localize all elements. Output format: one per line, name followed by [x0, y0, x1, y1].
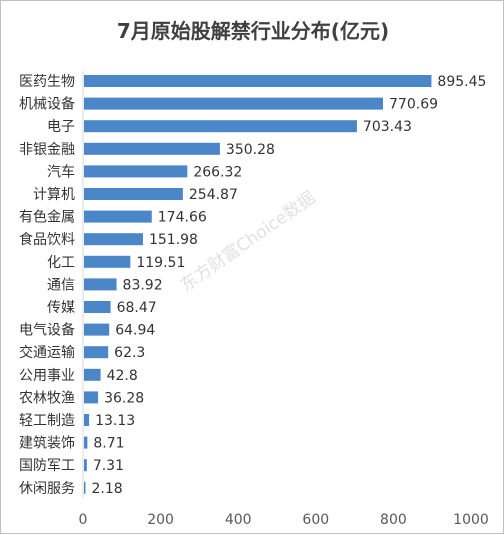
value-label: 2.18: [92, 481, 123, 497]
bar: [84, 481, 86, 494]
category-label: 电气设备: [19, 322, 75, 339]
category-label: 非银金融: [19, 142, 75, 158]
value-label: 119.51: [136, 255, 185, 271]
bar: [84, 120, 357, 133]
category-label: 汽车: [47, 163, 75, 180]
bar: [84, 188, 183, 200]
value-label: 350.28: [226, 142, 275, 158]
x-tick-label: 200: [147, 512, 174, 528]
bar: [84, 301, 111, 313]
category-label: 轻工制造: [19, 413, 75, 429]
category-label: 农林牧渔: [19, 390, 75, 406]
category-label: 传媒: [47, 300, 75, 316]
value-label: 266.32: [193, 164, 242, 180]
value-label: 254.87: [189, 187, 238, 203]
bar: [84, 278, 117, 291]
bar: [84, 414, 90, 426]
bar: [84, 436, 88, 449]
category-label: 计算机: [33, 187, 75, 203]
category-label: 交通运输: [19, 344, 75, 361]
bar: [84, 97, 384, 110]
value-label: 7.31: [93, 458, 124, 474]
category-label: 医药生物: [19, 74, 75, 90]
value-label: 83.92: [123, 277, 163, 293]
bar: [84, 346, 109, 359]
bar: [84, 255, 131, 268]
value-label: 62.3: [114, 345, 145, 361]
value-label: 8.71: [93, 436, 124, 452]
category-label: 有色金属: [19, 209, 75, 226]
watermark-text: 东方财富Choice数据: [177, 188, 319, 296]
value-label: 42.8: [107, 368, 138, 384]
value-label: 68.47: [117, 300, 157, 316]
category-label: 通信: [47, 277, 75, 293]
bar: [84, 142, 220, 155]
x-tick-label: 600: [302, 512, 329, 528]
value-label: 64.94: [115, 323, 155, 339]
x-tick-label: 1000: [453, 512, 489, 528]
bar: [84, 75, 432, 87]
value-label: 703.43: [363, 119, 412, 135]
x-tick-label: 800: [380, 512, 407, 528]
bar: [84, 391, 99, 404]
value-label: 770.69: [389, 97, 438, 113]
category-label: 电子: [47, 119, 75, 135]
category-label: 公用事业: [19, 368, 75, 384]
x-tick-label: 400: [225, 512, 252, 528]
bar: [84, 165, 188, 178]
category-label: 食品饮料: [19, 231, 75, 248]
category-label: 休闲服务: [19, 481, 75, 497]
bar: [84, 210, 152, 223]
category-label: 建筑装饰: [19, 436, 75, 452]
value-label: 13.13: [95, 413, 135, 429]
bar: [84, 233, 143, 246]
value-label: 174.66: [158, 210, 207, 226]
category-label: 化工: [47, 255, 75, 271]
x-tick-label: 0: [79, 512, 88, 528]
bar: [84, 323, 110, 336]
value-label: 895.45: [437, 74, 486, 90]
category-label: 机械设备: [19, 96, 75, 113]
value-label: 151.98: [149, 232, 198, 248]
chart-title: 7月原始股解禁行业分布(亿元): [116, 19, 390, 43]
bar: [84, 459, 87, 472]
bar: [84, 368, 101, 381]
value-label: 36.28: [104, 390, 144, 406]
category-label: 国防军工: [19, 458, 75, 474]
